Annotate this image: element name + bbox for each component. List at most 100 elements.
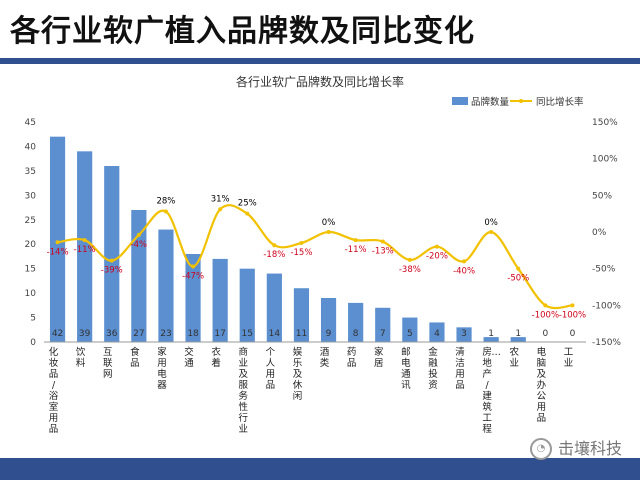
bar bbox=[185, 254, 201, 342]
bar-value-label: 15 bbox=[242, 329, 253, 339]
chart: 各行业软广品牌数及同比增长率 品牌数量 同比增长率 42 39 36 27 23 18 17… bbox=[25, 74, 622, 435]
category-label-char: 业 bbox=[238, 358, 248, 369]
bar-value-label: 36 bbox=[106, 329, 118, 339]
growth-rate-point bbox=[245, 211, 250, 216]
category-label-char: 清 bbox=[455, 346, 465, 358]
category-label-char: 建 bbox=[482, 390, 492, 402]
category-label-char: 筑 bbox=[482, 401, 492, 413]
growth-rate-point bbox=[516, 266, 521, 271]
growth-rate-label: -15% bbox=[290, 248, 312, 258]
growth-rate-label: -47% bbox=[182, 271, 204, 281]
bar bbox=[293, 288, 310, 342]
category-label-char: 品 bbox=[537, 413, 547, 424]
category-label-char: 资 bbox=[428, 380, 438, 391]
growth-rate-label: -11% bbox=[74, 245, 96, 255]
category-label-char: 行 bbox=[238, 412, 248, 424]
y-left-tick-label: 25 bbox=[25, 216, 36, 226]
y-right-tick-label: 150% bbox=[592, 118, 618, 128]
category-label-char: 及 bbox=[537, 369, 547, 380]
bar-value-label: 39 bbox=[79, 329, 91, 339]
growth-rate-label: -4% bbox=[131, 240, 148, 250]
chart-title: 各行业软广品牌数及同比增长率 bbox=[236, 74, 404, 89]
category-label-char: 农 bbox=[509, 346, 519, 358]
bar bbox=[402, 317, 418, 342]
bar-value-label: 11 bbox=[296, 329, 307, 339]
category-label-char: 乐 bbox=[293, 357, 303, 369]
growth-rate-label: -20% bbox=[426, 252, 448, 262]
bar-value-label: 1 bbox=[488, 329, 494, 339]
bar bbox=[77, 151, 93, 342]
bar-value-label: 17 bbox=[214, 329, 225, 339]
category-label-char: 料 bbox=[76, 357, 86, 369]
growth-rate-point bbox=[434, 244, 439, 249]
category-label-char: 浴 bbox=[49, 391, 59, 402]
category-label-char: 室 bbox=[49, 401, 59, 413]
y-right-tick-label: -150% bbox=[592, 338, 621, 348]
category-label-char: 用 bbox=[537, 402, 547, 413]
growth-rate-label: -100% bbox=[532, 310, 559, 320]
category-label-char: 服 bbox=[238, 380, 248, 391]
bar-value-label: 42 bbox=[52, 329, 63, 339]
category-label-char: / bbox=[52, 380, 56, 391]
bar-value-label: 18 bbox=[187, 329, 199, 339]
category-label-char: 商 bbox=[238, 346, 248, 358]
category-label-char: 交 bbox=[184, 346, 194, 358]
category-label-char: 公 bbox=[537, 391, 547, 402]
category-label-char: 品 bbox=[130, 358, 140, 369]
y-left-tick-label: 10 bbox=[25, 289, 37, 299]
bar-value-label: 7 bbox=[380, 329, 386, 339]
bar-value-label: 8 bbox=[353, 329, 359, 339]
bar bbox=[456, 327, 472, 342]
category-label-char: 办 bbox=[537, 379, 547, 391]
y-left-tick-label: 0 bbox=[30, 338, 36, 348]
category-label-char: 酒 bbox=[320, 347, 330, 358]
category-label-char: 衣 bbox=[211, 346, 221, 358]
growth-rate-label: -11% bbox=[345, 245, 367, 255]
category-label-char: 通 bbox=[401, 369, 411, 380]
bar bbox=[375, 307, 391, 342]
growth-rate-point bbox=[353, 238, 358, 243]
category-label-char: 闲 bbox=[293, 391, 303, 402]
growth-rate-point bbox=[462, 259, 467, 264]
category-label-char: 品 bbox=[49, 424, 59, 435]
bar-value-label: 4 bbox=[434, 329, 440, 339]
bar-value-label: 23 bbox=[160, 329, 171, 339]
category-label-char: 家 bbox=[374, 346, 384, 358]
category-label-char: 金 bbox=[428, 346, 438, 358]
category-label-char: … bbox=[491, 347, 501, 358]
y-left-tick-label: 20 bbox=[25, 240, 37, 250]
category-label-char: 药 bbox=[347, 347, 357, 358]
bar bbox=[49, 136, 66, 342]
bar bbox=[483, 337, 499, 342]
legend-bar-swatch bbox=[452, 97, 468, 105]
growth-rate-label: -50% bbox=[507, 274, 529, 284]
category-label-char: 个 bbox=[266, 347, 276, 358]
bar bbox=[320, 298, 337, 342]
y-right-tick-label: 50% bbox=[592, 191, 612, 201]
category-label-char: 邮 bbox=[401, 346, 411, 358]
brand-name: 击壤科技 bbox=[557, 438, 622, 458]
category-label-char: 及 bbox=[293, 369, 303, 380]
growth-rate-point bbox=[570, 303, 575, 308]
growth-rate-point bbox=[82, 238, 87, 243]
bar bbox=[266, 273, 282, 342]
category-label-char: 工 bbox=[482, 413, 492, 424]
category-label-char: 品 bbox=[49, 369, 59, 380]
growth-rate-point bbox=[272, 243, 277, 248]
category-label-char: 投 bbox=[428, 368, 438, 380]
category-label-char: 品 bbox=[347, 358, 357, 369]
bar bbox=[158, 229, 174, 342]
category-label-char: 休 bbox=[293, 379, 303, 391]
category-label-char: 着 bbox=[211, 357, 221, 369]
growth-rate-line bbox=[57, 204, 573, 310]
wechat-icon: ◔ bbox=[529, 438, 552, 460]
y-right-tick-label: -50% bbox=[592, 265, 616, 275]
slide-title: 各行业软广植入品牌数及同比变化 bbox=[10, 14, 475, 49]
category-label-char: 地 bbox=[482, 357, 492, 369]
legend-line-marker bbox=[519, 99, 523, 103]
growth-rate-label: -14% bbox=[47, 247, 69, 257]
y-left-tick-label: 35 bbox=[25, 167, 36, 177]
bar-value-label: 3 bbox=[461, 329, 467, 339]
bar-value-label: 1 bbox=[515, 329, 521, 339]
category-label-char: 人 bbox=[266, 358, 276, 369]
